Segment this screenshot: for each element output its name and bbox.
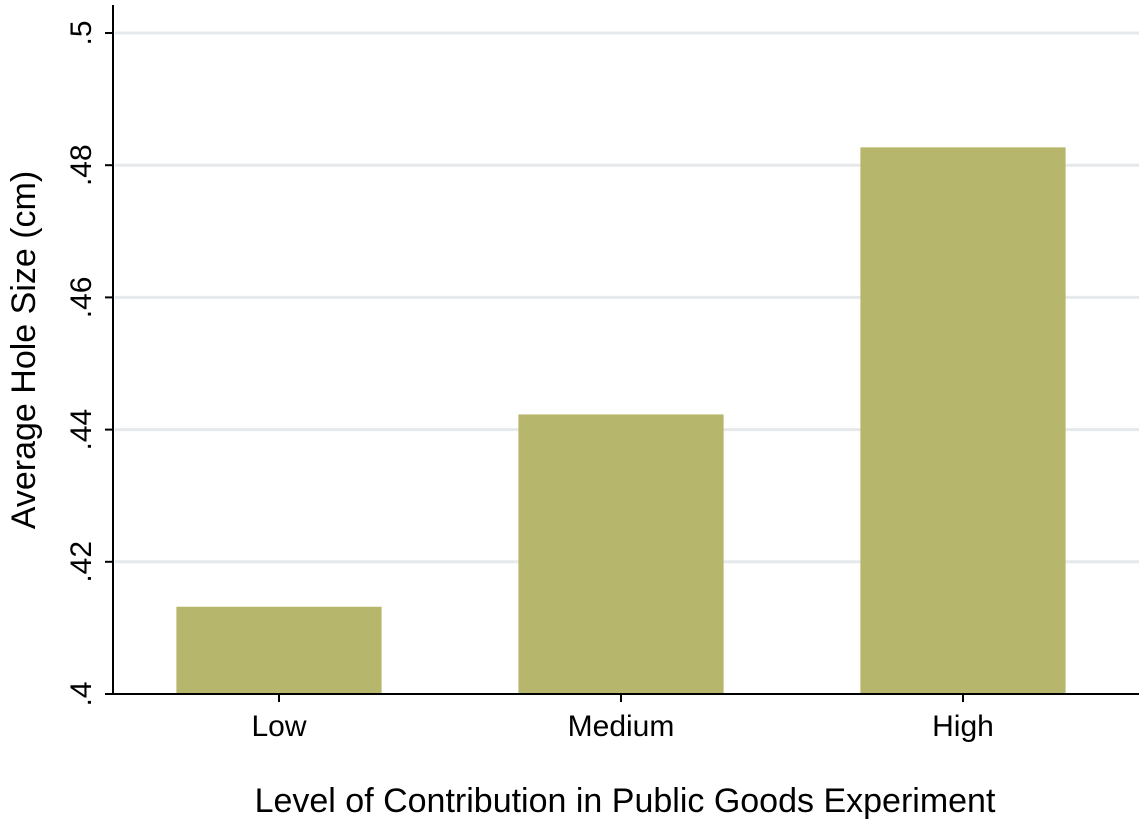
y-tick-label: .46 xyxy=(65,277,98,319)
x-axis-title: Level of Contribution in Public Goods Ex… xyxy=(255,782,996,820)
bar-low xyxy=(176,606,382,694)
bars xyxy=(176,147,1066,694)
bar-medium xyxy=(518,414,724,694)
axes xyxy=(112,5,1139,695)
y-ticks: .4 .42 .44 .46 .48 .5 xyxy=(65,20,113,707)
y-axis-title: Average Hole Size (cm) xyxy=(5,171,43,529)
x-tick-label: Medium xyxy=(568,710,675,743)
x-tick-label: Low xyxy=(251,710,306,743)
x-ticks: Low Medium High xyxy=(251,694,994,743)
y-tick-label: .44 xyxy=(65,409,98,451)
y-tick-label: .4 xyxy=(65,681,98,706)
y-tick-label: .42 xyxy=(65,541,98,583)
y-tick-label: .5 xyxy=(65,20,98,45)
bar-high xyxy=(860,147,1066,694)
x-tick-label: High xyxy=(932,710,994,743)
y-tick-label: .48 xyxy=(65,144,98,186)
